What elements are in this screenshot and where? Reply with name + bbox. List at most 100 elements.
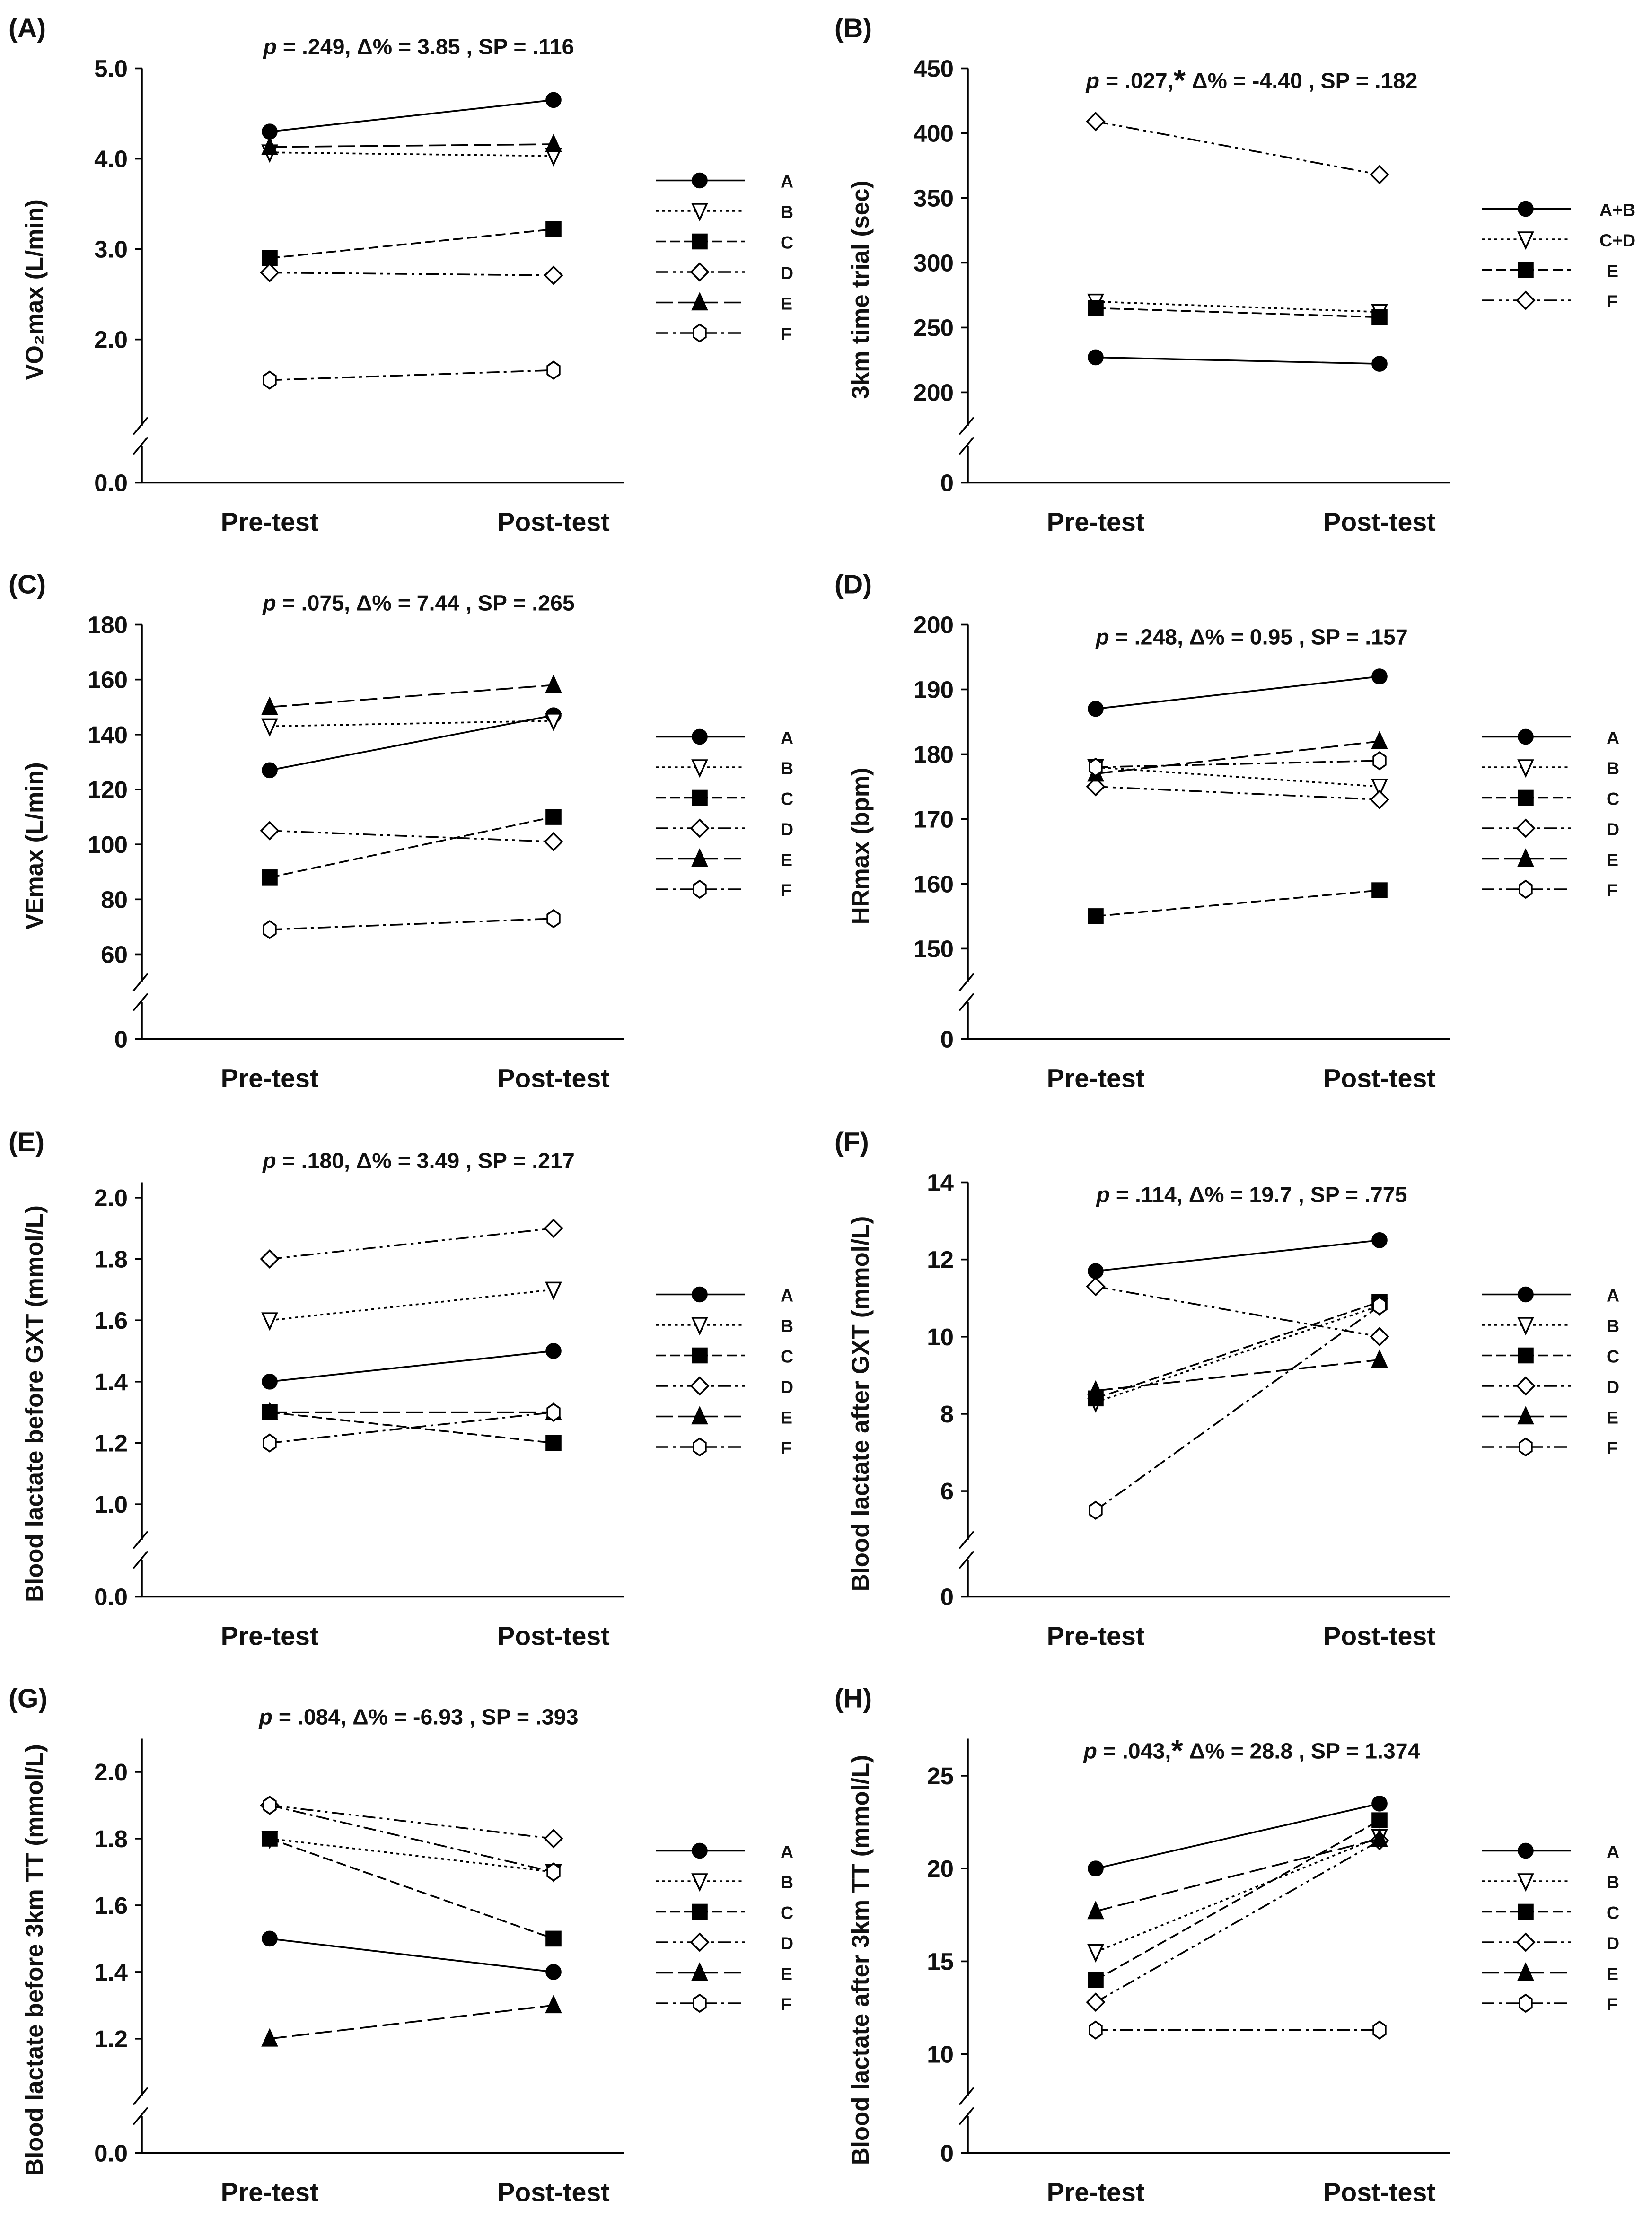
series-line	[269, 1838, 554, 1940]
series-line	[269, 1838, 554, 1873]
series-A: A	[1088, 668, 1619, 748]
p-symbol: p	[263, 35, 277, 59]
data-point	[262, 869, 278, 886]
stat-annotation: p = .075, Δ% = 7.44 , SP = .265	[262, 591, 574, 615]
y-tick-label: 4.0	[94, 146, 128, 173]
series-line	[1095, 1239, 1380, 1272]
axis-break-mark	[958, 437, 975, 455]
y-tick-label: 0	[940, 1584, 954, 1611]
legend-marker	[691, 1317, 708, 1336]
data-point	[1370, 789, 1389, 809]
series-A: A	[1088, 1232, 1619, 1306]
series-line	[1095, 760, 1380, 768]
data-point	[1371, 309, 1388, 325]
legend-label: B	[781, 1872, 793, 1892]
data-point	[262, 1930, 278, 1947]
series-B: B	[1087, 1829, 1619, 1963]
y-tick-label: 140	[88, 721, 128, 748]
stat-rest: Δ% = 3.49 , SP = .217	[350, 1149, 575, 1173]
data-point	[1087, 1901, 1104, 1920]
data-point	[545, 221, 562, 237]
significance-star: *	[1171, 1733, 1183, 1768]
stat-annotation: p = .027,* Δ% = -4.40 , SP = .182	[1085, 63, 1418, 98]
legend-marker	[1519, 879, 1533, 899]
data-point	[545, 1995, 562, 2014]
data-point	[1088, 701, 1104, 717]
data-point	[544, 832, 563, 851]
y-tick-label: 1.4	[94, 1959, 128, 1986]
y-tick-label: 160	[88, 666, 128, 693]
series-A: A	[1088, 1796, 1619, 1877]
panel-label: (F)	[835, 1127, 869, 1157]
axis-break-mark	[132, 1531, 149, 1549]
legend-label: F	[1607, 1994, 1617, 2014]
legend-label: A	[1607, 728, 1619, 748]
y-tick-label: 0.0	[94, 1584, 128, 1611]
data-point	[1371, 1812, 1388, 1828]
panel-label: (C)	[9, 570, 46, 600]
series-line	[1095, 1285, 1380, 1338]
series-E: E	[1088, 261, 1618, 325]
series-B: B	[261, 144, 793, 222]
y-tick-label: 2.0	[94, 1759, 128, 1786]
legend-marker	[691, 292, 708, 311]
y-tick-label: 200	[914, 379, 954, 406]
series-line	[1095, 356, 1380, 365]
legend-label: C	[781, 1347, 793, 1367]
axis-break-mark	[958, 2087, 975, 2105]
legend-marker	[1518, 1286, 1534, 1303]
series-line	[269, 99, 554, 133]
x-tick-label: Pre-test	[221, 2178, 319, 2207]
data-point	[545, 92, 562, 108]
x-tick-label: Post-test	[497, 1622, 609, 1651]
y-tick-label: 12	[927, 1246, 954, 1273]
legend-label: D	[781, 819, 793, 839]
stat-annotation: p = .249, Δ% = 3.85 , SP = .116	[263, 35, 574, 59]
series-line	[1095, 740, 1380, 775]
p-value: = .084,	[272, 1705, 346, 1729]
data-point	[1372, 1296, 1387, 1315]
series-C: C	[262, 221, 793, 266]
data-point	[1371, 1828, 1388, 1847]
legend-marker	[693, 1993, 707, 2013]
data-point	[1089, 1500, 1103, 1520]
axis-break-mark	[958, 1531, 975, 1549]
data-point	[544, 1219, 563, 1238]
series-line	[269, 1227, 554, 1260]
y-tick-label: 10	[927, 1324, 954, 1350]
series-line	[269, 830, 554, 843]
series-C: C	[262, 1831, 793, 1947]
stat-rest: Δ% = -4.40 , SP = .182	[1186, 69, 1417, 93]
series-C: C	[1088, 1812, 1619, 1988]
data-point	[544, 1829, 563, 1849]
series-line	[1095, 1305, 1380, 1511]
stat-rest: Δ% = 28.8 , SP = 1.374	[1183, 1739, 1420, 1763]
chart-panel: (B) p = .027,* Δ% = -4.40 , SP = .182 0 200…	[835, 13, 1635, 537]
legend-label: C	[1607, 789, 1619, 809]
stat-rest: Δ% = 7.44 , SP = .265	[350, 591, 575, 615]
legend-label: D	[781, 1933, 793, 1953]
data-point	[1371, 356, 1388, 372]
axis-break-mark	[958, 2107, 975, 2125]
legend-label: A	[1607, 1842, 1619, 1862]
series-E: E	[261, 1962, 792, 2047]
series-line	[269, 1289, 554, 1321]
legend-label: E	[781, 850, 792, 870]
y-tick-label: 150	[914, 935, 954, 962]
y-tick-label: 25	[927, 1762, 954, 1789]
series-line	[269, 684, 554, 708]
y-tick-label: 80	[101, 886, 128, 913]
y-tick-label: 160	[914, 870, 954, 897]
data-point	[1088, 1860, 1104, 1877]
series-line	[269, 143, 554, 148]
series-F: F	[263, 1403, 791, 1458]
axis-break-mark	[132, 437, 149, 455]
x-tick-label: Pre-test	[1047, 1064, 1145, 1093]
p-symbol: p	[262, 591, 276, 615]
data-point	[546, 360, 561, 380]
series-B: B	[261, 712, 793, 778]
legend-label: E	[781, 294, 792, 314]
y-tick-label: 190	[914, 676, 954, 703]
series-line	[269, 1411, 554, 1444]
series-line	[1095, 121, 1380, 175]
